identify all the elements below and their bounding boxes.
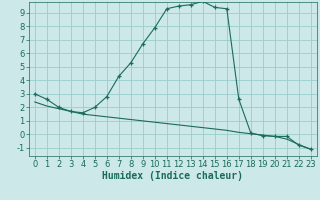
X-axis label: Humidex (Indice chaleur): Humidex (Indice chaleur) [102, 171, 243, 181]
